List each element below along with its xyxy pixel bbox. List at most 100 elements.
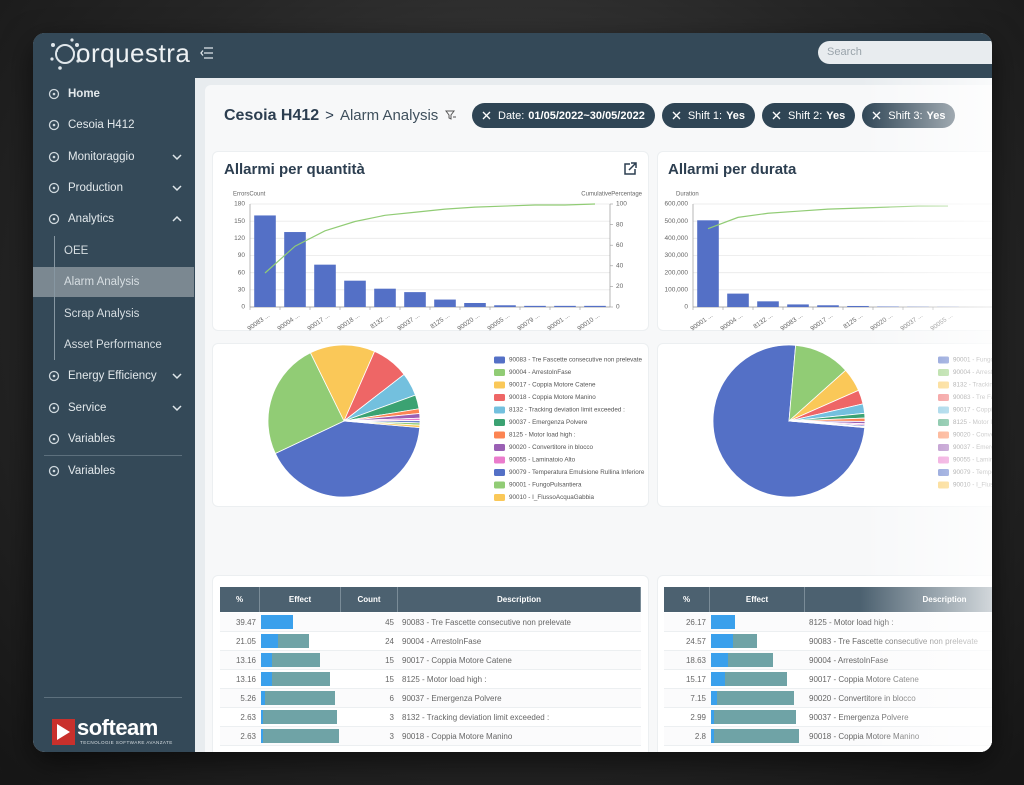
table-header: Count bbox=[341, 587, 398, 612]
nav-chevron bbox=[172, 405, 182, 412]
chip-remove[interactable] bbox=[672, 111, 684, 121]
effect-bar-cumulative bbox=[733, 634, 757, 648]
table-cell: 90018 - Coppia Motore Manino bbox=[402, 732, 513, 741]
nav-item[interactable]: Asset Performance bbox=[64, 339, 162, 351]
table-cell: 5.26 bbox=[240, 694, 256, 703]
table-cell: 8125 - Motor load high : bbox=[402, 675, 487, 684]
nav-icon bbox=[48, 88, 60, 100]
nav-icon bbox=[48, 119, 60, 131]
table-cell: 3 bbox=[389, 732, 394, 741]
footer-logo-mark bbox=[52, 719, 75, 745]
filter-chips: Date: 01/05/2022~30/05/2022 Shift 1: Yes Shi… bbox=[472, 103, 956, 128]
table-cell: 90037 - Emergenza Polvere bbox=[402, 694, 502, 703]
effect-bar-cumulative bbox=[265, 691, 335, 705]
brand-icon bbox=[50, 38, 80, 70]
nav-item[interactable]: Analytics bbox=[68, 213, 115, 225]
chip-label: Shift 3: bbox=[888, 109, 923, 122]
nav-item[interactable]: Service bbox=[68, 402, 107, 414]
breadcrumb-parent[interactable]: Cesoia H412 bbox=[224, 107, 320, 124]
nav-icon bbox=[48, 370, 60, 382]
table-header: % bbox=[220, 587, 260, 612]
nav-item[interactable]: Production bbox=[68, 182, 123, 194]
table-cell: 3 bbox=[389, 713, 394, 722]
table-cell: 90004 - ArrestoInFase bbox=[809, 656, 889, 665]
footer-logo: softeam bbox=[77, 715, 158, 740]
nav-item[interactable]: Alarm Analysis bbox=[64, 276, 140, 288]
nav-item[interactable]: Cesoia H412 bbox=[68, 119, 135, 131]
nav-item[interactable]: Variables bbox=[68, 465, 116, 477]
nav-active-bg bbox=[33, 267, 194, 297]
table-cell: 6 bbox=[389, 694, 394, 703]
chip-label: Shift 1: bbox=[687, 109, 723, 122]
table-cell: 15.17 bbox=[685, 675, 706, 684]
effect-bar-cumulative bbox=[717, 691, 794, 705]
nav-item[interactable]: Energy Efficiency bbox=[68, 370, 157, 382]
table-cell: 90020 - Convertitore in blocco bbox=[809, 694, 916, 703]
table-cell: 13.16 bbox=[235, 675, 256, 684]
nav-item[interactable]: Scrap Analysis bbox=[64, 308, 140, 320]
breadcrumb: Cesoia H412 > Alarm Analysis bbox=[224, 107, 438, 125]
nav-icon bbox=[48, 182, 60, 194]
table-cell: 2.8 bbox=[694, 732, 706, 741]
nav-chevron bbox=[172, 373, 182, 380]
table-cell: 8132 - Tracking deviation limit exceeded… bbox=[402, 713, 550, 722]
table-cell: 18.63 bbox=[685, 656, 706, 665]
nav-icon bbox=[48, 465, 60, 477]
table-cell: 2.63 bbox=[240, 732, 256, 741]
nav-item[interactable]: Monitoraggio bbox=[68, 151, 135, 163]
table-row bbox=[220, 632, 641, 651]
effect-bar-cumulative bbox=[263, 729, 339, 743]
table-cell: 7.15 bbox=[690, 694, 706, 703]
table-cell: 15 bbox=[385, 675, 394, 684]
table-cell: 2.63 bbox=[240, 713, 256, 722]
effect-bar-cumulative bbox=[277, 634, 310, 648]
chip-remove[interactable] bbox=[772, 111, 784, 121]
table-cell: 90083 - Tre Fascette consecutive non pre… bbox=[809, 637, 978, 646]
nav-item[interactable]: Home bbox=[68, 88, 100, 100]
nav-item[interactable]: OEE bbox=[64, 245, 89, 257]
table-header: % bbox=[664, 587, 710, 612]
footer-tagline: TECNOLOGIE SOFTWARE AVANZATE bbox=[80, 740, 173, 745]
table-header: Description bbox=[805, 587, 992, 612]
search-box[interactable]: Search bbox=[818, 41, 992, 64]
table-cell: 90037 - Emergenza Polvere bbox=[809, 713, 909, 722]
effect-bar bbox=[261, 710, 264, 724]
chip-label: Shift 2: bbox=[788, 109, 823, 122]
filter-chip[interactable]: Shift 2: Yes bbox=[762, 103, 856, 128]
effect-bar-cumulative bbox=[271, 653, 320, 667]
chip-remove[interactable] bbox=[872, 111, 884, 121]
nav-chevron bbox=[172, 215, 182, 222]
table-cell: 45 bbox=[385, 618, 394, 627]
chip-remove[interactable] bbox=[482, 111, 494, 121]
filter-chip[interactable]: Shift 1: Yes bbox=[661, 103, 756, 128]
table-row bbox=[220, 613, 641, 632]
effect-bar-cumulative bbox=[713, 729, 799, 743]
app-window: orquestra Search Home Cesoia H412 Monitoragg… bbox=[33, 33, 992, 752]
footer-divider bbox=[44, 697, 182, 698]
table-cell: 2.99 bbox=[690, 713, 706, 722]
effect-bar bbox=[711, 615, 735, 629]
table-cell: 90083 - Tre Fascette consecutive non pre… bbox=[402, 618, 571, 627]
card bbox=[212, 151, 649, 331]
filter-chip[interactable]: Date: 01/05/2022~30/05/2022 bbox=[472, 103, 655, 128]
card bbox=[657, 151, 992, 331]
filter-chip[interactable]: Shift 3: Yes bbox=[862, 103, 956, 128]
effect-bar bbox=[261, 672, 272, 686]
effect-bar bbox=[711, 653, 728, 667]
chip-value: Yes bbox=[726, 109, 746, 122]
card-title: Allarmi per durata bbox=[668, 161, 797, 178]
breadcrumb-current: Alarm Analysis bbox=[339, 107, 439, 124]
chip-value: 01/05/2022~30/05/2022 bbox=[528, 109, 645, 122]
effect-bar bbox=[711, 634, 734, 648]
table-cell: 24.57 bbox=[685, 637, 706, 646]
nav-item[interactable]: Variables bbox=[68, 433, 116, 445]
nav-icon bbox=[48, 433, 60, 445]
sidebar bbox=[33, 33, 195, 752]
open-external[interactable] bbox=[623, 162, 637, 176]
nav-icon bbox=[48, 213, 60, 225]
table-cell: 15 bbox=[385, 656, 394, 665]
table-header: Description bbox=[398, 587, 641, 612]
table-cell: 90017 - Coppia Motore Catene bbox=[402, 656, 512, 665]
effect-bar bbox=[261, 653, 272, 667]
nav-chevron bbox=[172, 185, 182, 192]
